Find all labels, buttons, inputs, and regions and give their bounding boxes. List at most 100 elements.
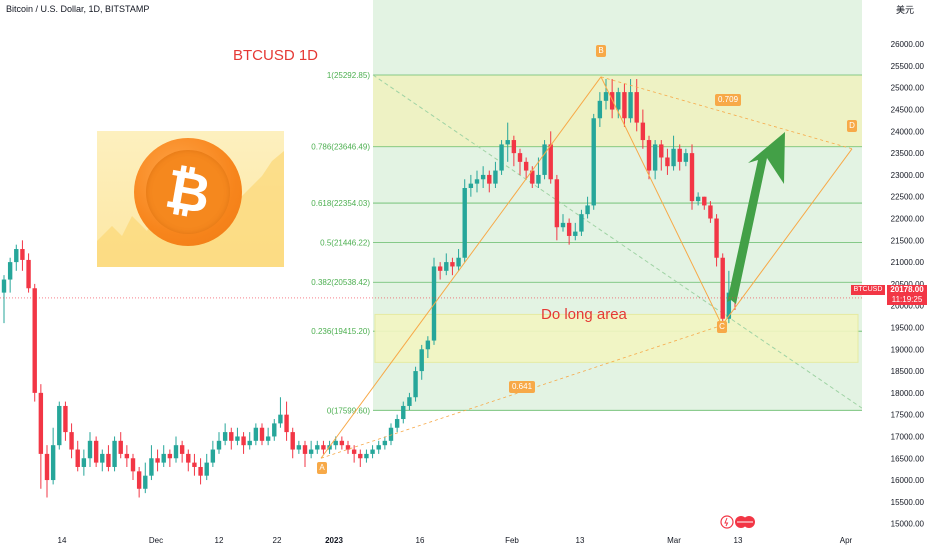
candle-body — [579, 214, 584, 232]
price-tick-label: 25000.00 — [891, 84, 925, 93]
candle-body — [241, 436, 246, 446]
candle-body — [1, 279, 7, 293]
candle-body — [364, 453, 369, 459]
candle-body — [278, 414, 283, 424]
candle-body — [216, 440, 222, 450]
candle-body — [462, 188, 467, 258]
price-tick-label: 15000.00 — [891, 520, 925, 529]
fib-level-label: 0.618(22354.03) — [311, 199, 370, 208]
time-tick-label: 2023 — [325, 536, 343, 545]
candle-body — [198, 466, 203, 476]
price-axis[interactable]: 15000.00 15500.00 16000.00 16500.00 17000.00… — [862, 0, 932, 550]
logo-background-icon — [97, 151, 284, 267]
candle-body — [665, 157, 670, 167]
up-arrow — [727, 132, 785, 304]
price-tick-label: 22000.00 — [891, 215, 925, 224]
candle-body — [474, 179, 480, 184]
price-tick-label: 21000.00 — [891, 258, 925, 267]
candle-body — [646, 140, 652, 171]
arrow-shape — [727, 132, 785, 304]
candle-body — [720, 257, 725, 319]
trend-lines — [372, 74, 863, 409]
candle-body — [419, 349, 424, 372]
candle-body — [93, 440, 99, 463]
time-tick-label: 12 — [215, 536, 224, 545]
candle-body — [204, 462, 209, 476]
candle-body — [44, 453, 50, 481]
candle-body — [388, 427, 394, 441]
candle-body — [161, 453, 166, 463]
candle-body — [573, 231, 578, 236]
candle-body — [616, 92, 621, 110]
time-tick-label: 22 — [273, 536, 282, 545]
candle-body — [597, 100, 603, 119]
point-d-label: D — [847, 120, 857, 132]
candle-body — [511, 140, 517, 154]
candle-body — [38, 392, 44, 454]
price-tick-label: 25500.00 — [891, 62, 925, 71]
event-icons[interactable] — [720, 515, 760, 531]
candle-body — [714, 218, 719, 258]
fib-level-label: 0.236(19415.20) — [311, 327, 370, 336]
candle-body — [560, 222, 566, 228]
candle-body — [493, 170, 498, 184]
price-tick-label: 16500.00 — [891, 454, 925, 463]
candle-body — [210, 449, 216, 463]
candle-body — [20, 249, 25, 260]
candle-body — [7, 262, 13, 280]
dividend-icon[interactable] — [720, 515, 760, 529]
candle-body — [554, 179, 560, 228]
candle-body — [265, 436, 271, 441]
candle-body — [659, 144, 664, 158]
price-tick-label: 22500.00 — [891, 193, 925, 202]
candle-body — [235, 436, 240, 441]
price-tick-label: 17500.00 — [891, 411, 925, 420]
candle-body — [517, 153, 523, 162]
time-axis-bg — [0, 530, 932, 550]
long-zone — [374, 313, 859, 363]
candle-body — [81, 458, 87, 467]
currency-unit: 美元 — [895, 5, 914, 15]
candle-body — [437, 266, 443, 271]
price-tick-label: 19500.00 — [891, 323, 925, 332]
dashed-trend-line — [372, 74, 863, 409]
candle-body — [192, 462, 197, 467]
candle-body — [468, 183, 474, 188]
candle-body — [308, 449, 314, 454]
price-tick-label: 15500.00 — [891, 498, 925, 507]
candle-body — [505, 140, 510, 145]
price-symbol-tag: BTCUSD — [851, 285, 885, 295]
time-tick-label: Feb — [505, 536, 519, 545]
candle-body — [106, 453, 111, 467]
price-tick-label: 18000.00 — [891, 389, 925, 398]
candle-body — [591, 118, 596, 206]
time-tick-label: 13 — [734, 536, 743, 545]
candle-body — [155, 458, 160, 463]
point-b-label: B — [596, 45, 606, 57]
fib-level-label: 0(17599.60) — [327, 406, 370, 415]
candlesticks — [1, 79, 738, 498]
price-tick-label: 20500.00 — [891, 280, 925, 289]
candle-body — [536, 174, 541, 184]
candle-body — [130, 458, 136, 472]
candle-body — [542, 144, 547, 175]
long-zone-rect — [374, 313, 859, 363]
price-tick-label: 23500.00 — [891, 149, 925, 158]
candle-body — [186, 453, 191, 463]
fib-level-label: 0.786(23646.49) — [311, 143, 370, 152]
candle-body — [315, 445, 320, 450]
bitcoin-coin-icon: ₿ — [134, 138, 242, 246]
candle-body — [695, 196, 701, 202]
candle-body — [272, 423, 277, 437]
current-price-tag: 20178.00 — [887, 285, 927, 295]
candle-body — [425, 340, 431, 350]
candle-body — [456, 257, 461, 267]
time-axis[interactable]: 14 Dec 12 22 2023 16 Feb 13 Mar 13 Apr — [0, 530, 932, 550]
price-tick-label: 23000.00 — [891, 171, 925, 180]
candle-body — [499, 144, 504, 171]
price-tick-label: 21500.00 — [891, 236, 925, 245]
time-tick-label: 13 — [576, 536, 585, 545]
price-tick-label: 26000.00 — [891, 40, 925, 49]
candle-body — [112, 440, 117, 467]
